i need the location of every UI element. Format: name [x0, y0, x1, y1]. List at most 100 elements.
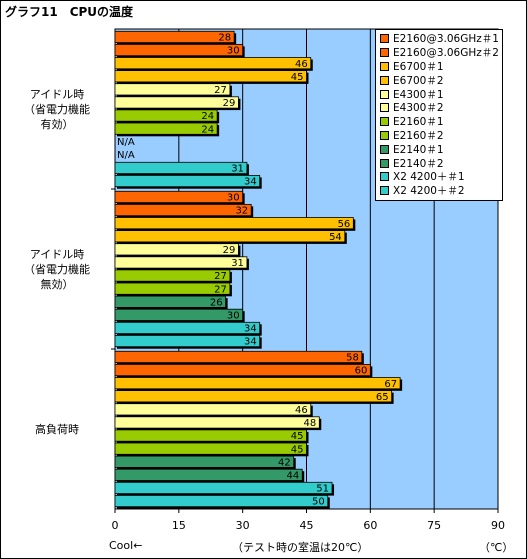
bar — [114, 403, 312, 416]
cool-label: Cool← — [109, 539, 143, 552]
category-label-line: 無効） — [40, 277, 74, 291]
legend-swatch — [380, 144, 389, 154]
bar — [114, 442, 307, 455]
bar — [114, 57, 312, 70]
legend-label: X2 4200＋＃2 — [393, 185, 465, 198]
bar-value-label: 44 — [287, 471, 300, 482]
bar — [114, 468, 303, 481]
bar — [114, 308, 244, 321]
bar-value-label: 31 — [231, 164, 244, 175]
legend-label: E2160＃1 — [393, 116, 444, 129]
bar-value-label: 34 — [244, 337, 257, 348]
legend-label: X2 4200＋＃1 — [393, 171, 465, 184]
chart-title: グラフ11 CPUの温度 — [5, 5, 134, 19]
bar-value-label: 27 — [214, 284, 227, 295]
bar — [114, 363, 371, 377]
legend-swatch — [380, 75, 389, 85]
legend-item: E2160@3.06GHz＃1 — [380, 32, 502, 46]
bar-value-label: 30 — [227, 46, 240, 57]
legend-swatch — [380, 48, 389, 58]
bar — [114, 494, 329, 508]
legend-item: E4300＃1 — [380, 87, 502, 101]
bar-value-label: 27 — [214, 271, 227, 282]
unit-label: （℃） — [479, 541, 514, 554]
bar — [114, 70, 307, 83]
legend-swatch — [380, 172, 389, 182]
bar-value-label: 50 — [312, 497, 325, 508]
legend-item: E6700＃1 — [380, 60, 502, 74]
x-tick-label: 75 — [427, 519, 441, 532]
legend-label: E2160@3.06GHz＃2 — [393, 47, 499, 60]
legend-item: E2160@3.06GHz＃2 — [380, 46, 502, 60]
bar — [114, 190, 244, 204]
legend-swatch — [380, 34, 389, 44]
bar-value-label: 54 — [329, 232, 342, 243]
bar-value-label: 27 — [214, 85, 227, 96]
legend-swatch — [380, 186, 389, 196]
x-tick-label: 15 — [172, 519, 186, 532]
bar — [114, 161, 248, 175]
bar-value-label: 46 — [295, 405, 308, 416]
category-label-line: 有効） — [40, 117, 74, 131]
missing-label: N/A — [117, 137, 135, 148]
legend-label: E6700＃2 — [393, 74, 444, 87]
bar — [114, 390, 393, 403]
bar — [114, 481, 333, 494]
legend-label: E6700＃1 — [393, 61, 444, 73]
legend-item: E4300＃2 — [380, 101, 502, 115]
bar-value-label: 56 — [338, 219, 351, 230]
bar — [114, 96, 239, 109]
legend-swatch — [380, 89, 389, 99]
bar-value-label: 32 — [235, 206, 248, 217]
bar-value-label: 30 — [227, 311, 240, 322]
bar-value-label: 34 — [244, 324, 257, 335]
bar — [114, 44, 244, 57]
bar — [114, 83, 231, 96]
bar — [114, 122, 218, 135]
bar — [114, 30, 235, 43]
category-label-line: 高負荷時 — [35, 422, 79, 436]
legend-label: E4300＃2 — [393, 102, 444, 115]
legend-item: E2140＃1 — [380, 142, 502, 156]
bar-value-label: 34 — [244, 177, 257, 188]
legend-label: E2160＃2 — [393, 129, 444, 142]
category-label-line: （省電力機能 — [24, 102, 90, 116]
missing-label: N/A — [117, 150, 135, 161]
legend-item: E2160＃2 — [380, 129, 502, 143]
bar — [114, 350, 363, 363]
bar-value-label: 30 — [227, 193, 240, 204]
bar-value-label: 48 — [304, 418, 317, 429]
bar — [114, 109, 218, 122]
legend-label: E2140＃2 — [393, 157, 444, 170]
x-tick-label: 90 — [491, 519, 505, 532]
bar — [114, 203, 252, 217]
bar-value-label: 24 — [201, 124, 214, 135]
legend-swatch — [380, 117, 389, 127]
legend-swatch — [380, 158, 389, 168]
bar — [114, 256, 248, 269]
bar — [114, 334, 261, 348]
bar — [114, 321, 261, 334]
bar-value-label: 29 — [223, 245, 236, 256]
bar — [114, 429, 307, 442]
legend-swatch — [380, 61, 389, 71]
bar-value-label: 26 — [210, 297, 223, 308]
bar-value-label: 51 — [316, 484, 329, 495]
bar-value-label: 42 — [278, 457, 291, 468]
bar-value-label: 45 — [291, 431, 304, 442]
bar — [114, 243, 239, 256]
bar — [114, 377, 401, 390]
legend-item: X2 4200＋＃2 — [380, 184, 502, 198]
category-label-line: （省電力機能 — [24, 262, 90, 276]
bar-value-label: 58 — [346, 353, 359, 364]
bar-value-label: 67 — [384, 379, 397, 390]
bar-value-label: 65 — [376, 392, 389, 403]
legend-item: X2 4200＋＃1 — [380, 170, 502, 184]
bar-value-label: 29 — [223, 98, 236, 109]
category-label: アイドル時 （省電力機能 有効） — [5, 87, 109, 132]
legend-label: E4300＃1 — [393, 88, 444, 101]
legend-label: E2140＃1 — [393, 143, 444, 156]
x-tick-label: 45 — [300, 519, 314, 532]
